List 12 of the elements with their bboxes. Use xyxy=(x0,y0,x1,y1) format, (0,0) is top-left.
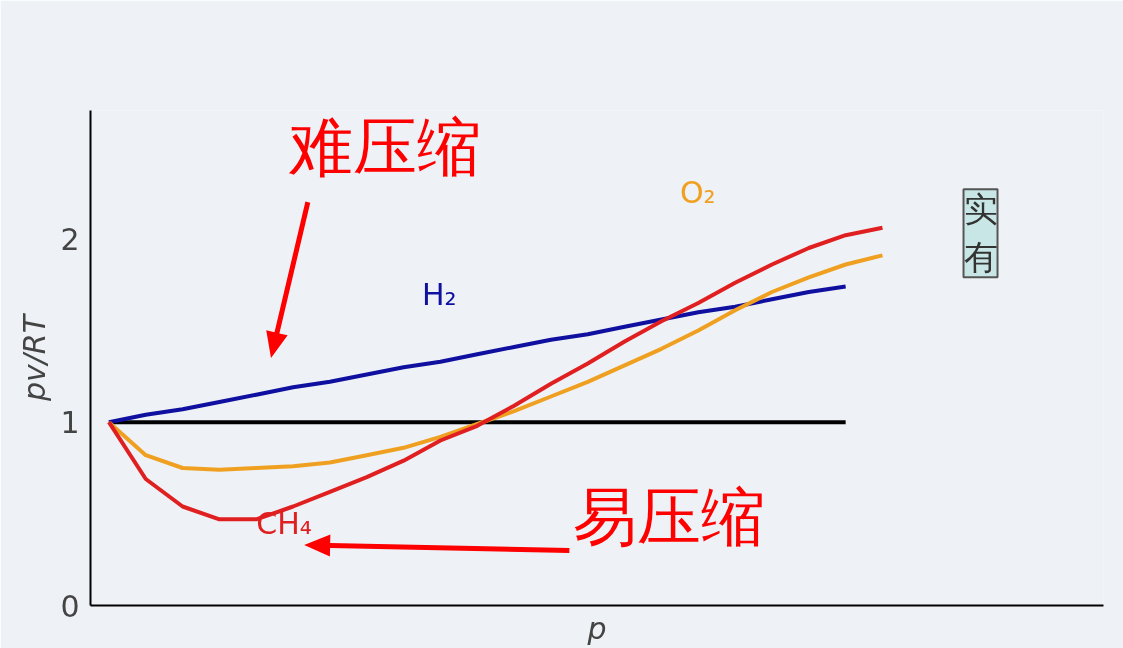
text: 有 xyxy=(963,237,998,278)
annotation: 难压缩 xyxy=(288,109,482,184)
x-axis-title: p xyxy=(586,610,607,646)
text: 实 xyxy=(963,189,998,230)
y-tick-label: 1 xyxy=(60,405,80,441)
y-axis-title: pv/RT xyxy=(17,312,53,403)
annotation: 易压缩 xyxy=(573,480,766,555)
line-series xyxy=(106,284,848,425)
series-label: H₂ xyxy=(422,277,457,313)
y-tick-label: 0 xyxy=(60,588,80,624)
text: O₂ xyxy=(679,174,716,210)
y-tick-label: 2 xyxy=(60,221,80,257)
